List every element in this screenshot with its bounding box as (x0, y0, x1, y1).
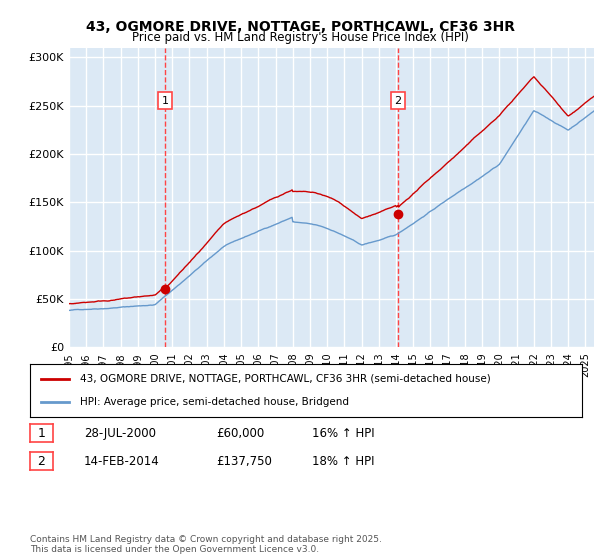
Text: 16% ↑ HPI: 16% ↑ HPI (312, 427, 374, 440)
Text: Contains HM Land Registry data © Crown copyright and database right 2025.
This d: Contains HM Land Registry data © Crown c… (30, 535, 382, 554)
Text: 14-FEB-2014: 14-FEB-2014 (84, 455, 160, 468)
Text: 28-JUL-2000: 28-JUL-2000 (84, 427, 156, 440)
Text: 43, OGMORE DRIVE, NOTTAGE, PORTHCAWL, CF36 3HR: 43, OGMORE DRIVE, NOTTAGE, PORTHCAWL, CF… (86, 20, 515, 34)
Text: 2: 2 (37, 455, 46, 468)
Text: £60,000: £60,000 (216, 427, 264, 440)
Text: £137,750: £137,750 (216, 455, 272, 468)
Text: 1: 1 (37, 427, 46, 440)
Text: HPI: Average price, semi-detached house, Bridgend: HPI: Average price, semi-detached house,… (80, 397, 349, 407)
Text: 18% ↑ HPI: 18% ↑ HPI (312, 455, 374, 468)
Text: Price paid vs. HM Land Registry's House Price Index (HPI): Price paid vs. HM Land Registry's House … (131, 31, 469, 44)
Text: 1: 1 (161, 96, 169, 106)
Text: 2: 2 (395, 96, 401, 106)
Text: 43, OGMORE DRIVE, NOTTAGE, PORTHCAWL, CF36 3HR (semi-detached house): 43, OGMORE DRIVE, NOTTAGE, PORTHCAWL, CF… (80, 374, 490, 384)
